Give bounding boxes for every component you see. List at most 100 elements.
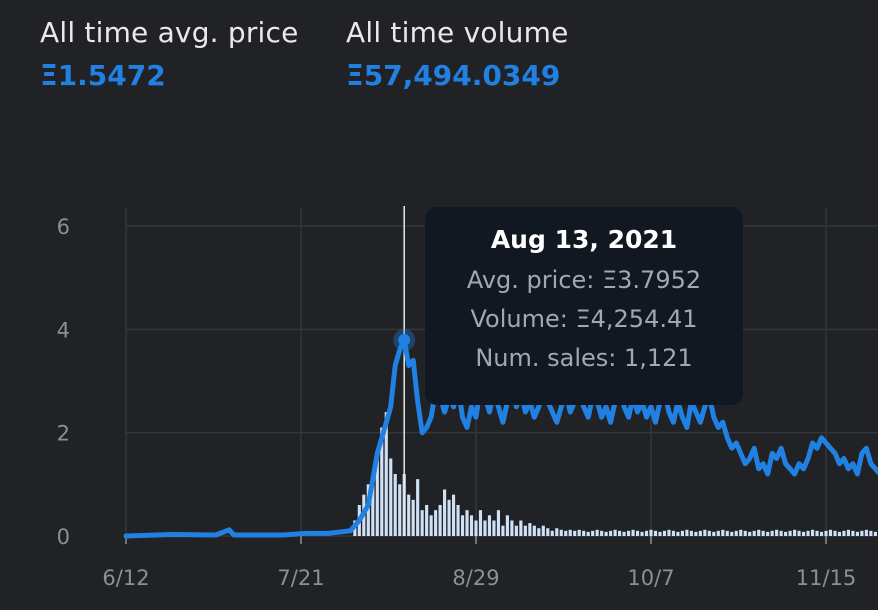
volume-bar xyxy=(842,531,845,536)
volume-bar xyxy=(474,521,477,537)
y-tick-label: 0 xyxy=(57,525,70,549)
volume-bar xyxy=(448,500,451,536)
x-tick-label: 8/29 xyxy=(452,566,499,590)
volume-bar xyxy=(703,530,706,536)
volume-bar xyxy=(744,531,747,536)
volume-bar xyxy=(874,532,877,536)
volume-bar xyxy=(528,523,531,536)
x-tick-label: 11/15 xyxy=(796,566,857,590)
y-tick-label: 2 xyxy=(57,422,70,446)
volume-bar xyxy=(461,515,464,536)
volume-bar xyxy=(676,532,679,536)
volume-bar xyxy=(600,531,603,536)
volume-bar xyxy=(726,531,729,536)
volume-bar xyxy=(798,531,801,536)
volume-bar xyxy=(663,531,666,536)
volume-bar xyxy=(645,531,648,536)
x-tick-label: 10/7 xyxy=(627,566,674,590)
volume-bar xyxy=(753,531,756,536)
volume-bar xyxy=(699,531,702,536)
volume-bar xyxy=(766,532,769,536)
volume-bar xyxy=(771,531,774,536)
volume-bar xyxy=(389,459,392,537)
volume-bar xyxy=(488,515,491,536)
volume-bar xyxy=(793,530,796,536)
volume-bar xyxy=(394,474,397,536)
volume-bar xyxy=(591,531,594,536)
volume-bar xyxy=(667,530,670,536)
volume-bar xyxy=(690,531,693,536)
volume-bar xyxy=(560,530,563,536)
volume-bar xyxy=(757,530,760,536)
volume-bar xyxy=(497,510,500,536)
volume-bar xyxy=(555,528,558,536)
volume-bar xyxy=(542,526,545,536)
chart-tooltip: Aug 13, 2021 Avg. price: Ξ3.7952 Volume:… xyxy=(425,207,743,405)
volume-bar xyxy=(492,521,495,537)
tooltip-date: Aug 13, 2021 xyxy=(425,225,743,254)
volume-bar xyxy=(685,530,688,536)
volume-bar xyxy=(425,505,428,536)
volume-bar xyxy=(847,530,850,536)
volume-bar xyxy=(627,531,630,536)
volume-bar xyxy=(640,532,643,536)
volume-bar xyxy=(421,510,424,536)
volume-bar xyxy=(479,510,482,536)
volume-bar xyxy=(510,521,513,537)
volume-bar xyxy=(748,532,751,536)
volume-bar xyxy=(860,531,863,536)
volume-bar xyxy=(856,532,859,536)
volume-bar xyxy=(564,531,567,536)
volume-bar xyxy=(407,495,410,536)
volume-bar xyxy=(802,532,805,536)
volume-bar xyxy=(838,532,841,536)
volume-bar xyxy=(820,532,823,536)
volume-bar xyxy=(546,528,549,536)
volume-bar xyxy=(865,530,868,536)
volume-bar xyxy=(483,521,486,537)
volume-bar xyxy=(833,531,836,536)
x-tick-label: 6/12 xyxy=(102,566,149,590)
volume-bar xyxy=(851,531,854,536)
volume-bar xyxy=(739,530,742,536)
volume-bar xyxy=(582,531,585,536)
volume-bar xyxy=(649,530,652,536)
volume-bar xyxy=(623,532,626,536)
volume-bar xyxy=(735,531,738,536)
tooltip-avg-price: Avg. price: Ξ3.7952 xyxy=(425,266,743,294)
volume-bar xyxy=(573,531,576,536)
volume-bar xyxy=(434,510,437,536)
volume-bar xyxy=(784,532,787,536)
volume-bar xyxy=(470,515,473,536)
volume-bar xyxy=(780,531,783,536)
volume-bar xyxy=(551,531,554,536)
volume-bar xyxy=(412,500,415,536)
volume-bar xyxy=(596,530,599,536)
y-tick-label: 4 xyxy=(57,318,70,342)
tooltip-num-sales: Num. sales: 1,121 xyxy=(425,344,743,372)
volume-bar xyxy=(524,526,527,536)
volume-bar xyxy=(569,530,572,536)
volume-bar xyxy=(694,532,697,536)
volume-bar xyxy=(501,526,504,536)
volume-bar xyxy=(614,530,617,536)
volume-bar xyxy=(811,530,814,536)
volume-bar xyxy=(465,510,468,536)
volume-bar xyxy=(519,521,522,537)
volume-bar xyxy=(430,515,433,536)
volume-bar xyxy=(506,515,509,536)
volume-bar xyxy=(605,532,608,536)
highlight-point xyxy=(398,334,410,346)
volume-bar xyxy=(708,531,711,536)
volume-bar xyxy=(452,495,455,536)
volume-bar xyxy=(829,530,832,536)
volume-bar xyxy=(806,531,809,536)
volume-bar xyxy=(869,531,872,536)
volume-bar xyxy=(775,530,778,536)
volume-bar xyxy=(789,531,792,536)
volume-bar xyxy=(515,526,518,536)
x-tick-label: 7/21 xyxy=(277,566,324,590)
volume-bar xyxy=(443,490,446,537)
volume-bar xyxy=(717,531,720,536)
volume-bar xyxy=(618,531,621,536)
